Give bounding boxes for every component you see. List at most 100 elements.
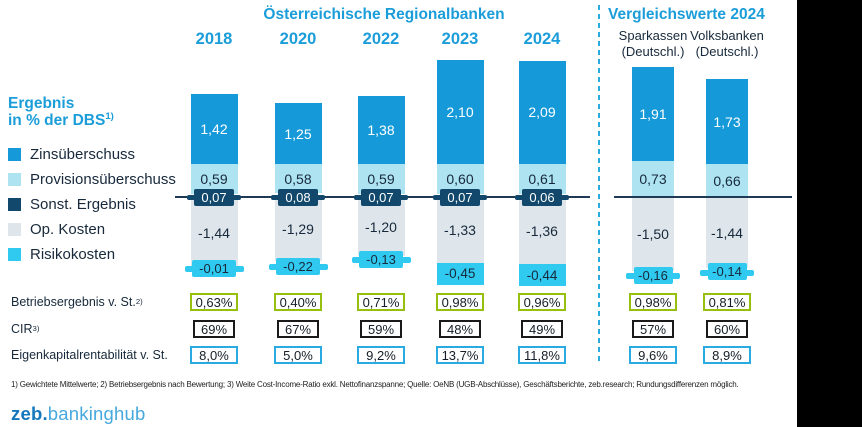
- bar-segment-risikokosten: -0,45: [436, 262, 484, 285]
- legend-title-line2-text: in % der DBS: [8, 112, 106, 129]
- metric-row-label: Betriebsergebnis v. St. 2): [11, 295, 143, 309]
- right-black-strip: [797, 0, 862, 427]
- risikokosten-color-chip: [8, 248, 21, 261]
- metric-value-box: 0,63%: [190, 293, 238, 311]
- legend-item-op_kosten: Op. Kosten: [8, 217, 176, 242]
- metric-value-box: 60%: [706, 320, 748, 338]
- legend-item-sonst_ergebnis: Sonst. Ergebnis: [8, 192, 176, 217]
- bar-badge-sonst_ergebnis: 0,07: [194, 188, 234, 206]
- segment-value-label: -0,45: [444, 266, 476, 282]
- column-year-label: 2023: [441, 30, 479, 48]
- legend-title: Ergebnis in % der DBS1): [8, 95, 176, 129]
- legend-title-footnote-marker: 1): [105, 110, 114, 122]
- zinsueberschuss-color-chip: [8, 148, 21, 161]
- panel-divider-dashed-line: [598, 5, 600, 363]
- metric-value-box: 11,8%: [518, 346, 566, 364]
- metric-value-box: 0,71%: [357, 293, 405, 311]
- segment-value-label: 0,07: [201, 189, 227, 205]
- segment-value-label: 0,73: [639, 170, 667, 187]
- metric-value-box: 8,0%: [190, 346, 238, 364]
- bar-badge-risikokosten: -0,13: [359, 250, 403, 268]
- bar-segment-risikokosten: -0,44: [518, 264, 566, 286]
- metric-value-box: 8,9%: [703, 346, 751, 364]
- legend-item-zinsueberschuss: Zinsüberschuss: [8, 142, 176, 167]
- segment-value-label: 0,59: [200, 170, 228, 187]
- metric-value-box: 49%: [521, 320, 563, 338]
- segment-value-label: -1,44: [711, 224, 743, 241]
- legend-item-label: Risikokosten: [30, 246, 116, 263]
- segment-value-label: -0,01: [199, 260, 229, 276]
- bar-segment-op_kosten: -1,44: [706, 197, 748, 269]
- bar-segment-zinsueberschuss: 1,25: [274, 102, 322, 165]
- segment-value-label: -1,29: [282, 220, 314, 237]
- metric-value-box: 13,7%: [436, 346, 484, 364]
- segment-value-label: 0,60: [446, 170, 474, 187]
- bar-badge-sonst_ergebnis: 0,07: [440, 188, 480, 206]
- metric-value-box: 0,98%: [436, 293, 484, 311]
- provisionsueberschuss-color-chip: [8, 173, 21, 186]
- bar-segment-zinsueberschuss: 1,91: [632, 66, 674, 161]
- segment-value-label: -0,16: [638, 267, 668, 283]
- segment-value-label: 1,91: [639, 105, 667, 122]
- logo-bankinghub: bankinghub: [47, 403, 146, 424]
- metric-value-box: 69%: [193, 320, 235, 338]
- segment-value-label: 1,38: [367, 122, 395, 139]
- bar-segment-op_kosten: -1,50: [632, 197, 674, 272]
- segment-value-label: 0,66: [713, 172, 741, 189]
- segment-value-label: 1,25: [284, 125, 312, 142]
- segment-value-label: 2,10: [446, 104, 474, 121]
- logo-zeb: zeb.: [11, 403, 48, 424]
- metric-value-box: 9,2%: [357, 346, 405, 364]
- legend-item-risikokosten: Risikokosten: [8, 242, 176, 267]
- legend-item-label: Provisionsüberschuss: [30, 171, 176, 188]
- sonst_ergebnis-color-chip: [8, 198, 21, 211]
- right-column-header-line1: Sparkassen: [618, 28, 688, 43]
- metric-value-box: 0,40%: [274, 293, 322, 311]
- legend-title-line1: Ergebnis: [8, 95, 75, 112]
- metric-value-box: 59%: [360, 320, 402, 338]
- legend-item-label: Sonst. Ergebnis: [30, 196, 136, 213]
- bar-segment-provisionsueberschuss: 0,66: [706, 164, 748, 197]
- bar-segment-provisionsueberschuss: 0,58: [274, 164, 322, 194]
- metric-value-box: 9,6%: [629, 346, 677, 364]
- segment-value-label: 2,09: [528, 104, 556, 121]
- right-column-header: Sparkassen (Deutschl.): [619, 28, 688, 59]
- metric-row-label: CIR 3): [11, 322, 40, 336]
- legend-title-line2: in % der DBS1): [8, 112, 176, 129]
- segment-value-label: 0,07: [447, 189, 473, 205]
- bar-segment-op_kosten: -1,20: [357, 197, 405, 257]
- column-year-label: 2020: [279, 30, 317, 48]
- bar-segment-zinsueberschuss: 1,38: [357, 96, 405, 165]
- column-year-label: 2018: [195, 30, 233, 48]
- metric-value-box: 67%: [277, 320, 319, 338]
- bar-badge-sonst_ergebnis: 0,07: [361, 188, 401, 206]
- metric-value-box: 57%: [632, 320, 674, 338]
- segment-value-label: -1,44: [198, 224, 230, 241]
- metric-value-box: 0,98%: [629, 293, 677, 311]
- bar-badge-sonst_ergebnis: 0,06: [522, 188, 562, 206]
- bar-segment-zinsueberschuss: 2,10: [436, 60, 484, 164]
- legend-item-provisionsueberschuss: Provisionsüberschuss: [8, 167, 176, 192]
- segment-value-label: 0,61: [528, 170, 556, 187]
- column-year-label: 2024: [523, 30, 561, 48]
- bar-badge-risikokosten: -0,22: [276, 257, 320, 275]
- segment-value-label: 0,08: [285, 189, 311, 205]
- zeb-bankinghub-logo: zeb.bankinghub: [11, 403, 145, 425]
- zero-axis-line-right: [614, 196, 792, 198]
- metric-row-label-text: Eigenkapitalrentabilität v. St.: [11, 348, 168, 362]
- segment-value-label: 0,58: [284, 170, 312, 187]
- segment-value-label: -1,50: [637, 226, 669, 243]
- metric-value-box: 0,96%: [518, 293, 566, 311]
- legend-item-label: Op. Kosten: [30, 221, 106, 238]
- right-column-header-line1: Volksbanken: [690, 28, 764, 43]
- metric-row-label: Eigenkapitalrentabilität v. St.: [11, 346, 168, 364]
- segment-value-label: -1,20: [365, 218, 397, 235]
- metric-value-box: 5,0%: [274, 346, 322, 364]
- segment-value-label: -0,13: [366, 251, 396, 267]
- right-column-header-line2: (Deutschl.): [621, 43, 685, 59]
- bar-segment-op_kosten: -1,44: [190, 197, 238, 269]
- segment-value-label: -0,14: [712, 264, 742, 280]
- footnote-text: 1) Gewichtete Mittelwerte; 2) Betriebser…: [11, 380, 739, 389]
- bar-badge-risikokosten: -0,14: [707, 263, 747, 281]
